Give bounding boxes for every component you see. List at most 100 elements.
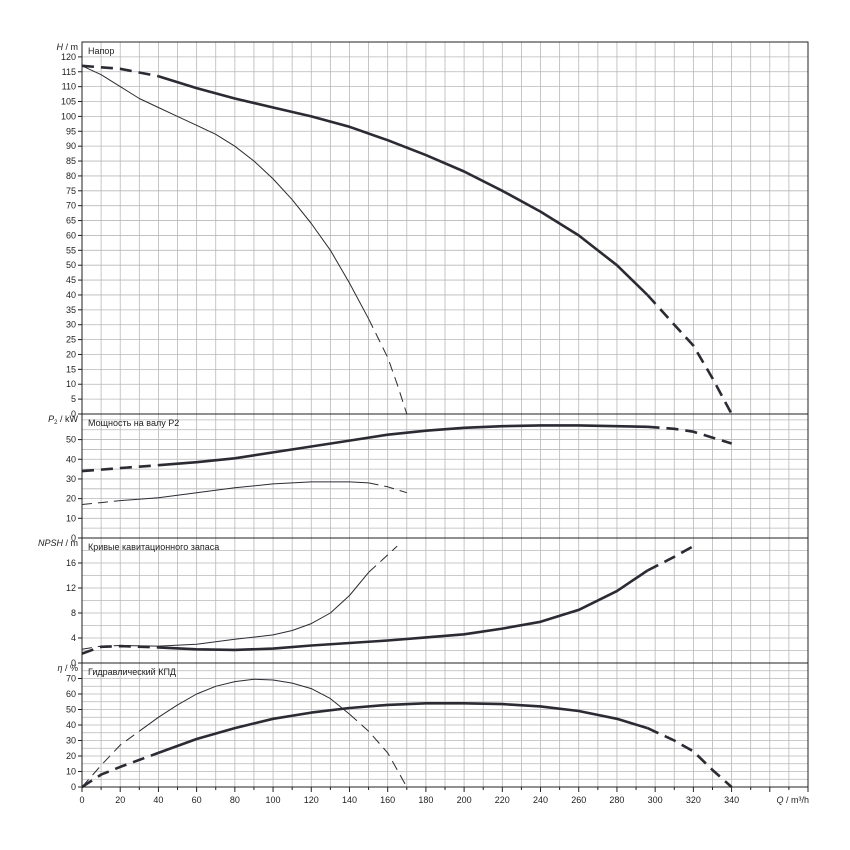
series-line-1: [81, 463, 159, 473]
x-tick-label: 220: [495, 795, 510, 805]
y-tick-label: 70: [66, 674, 76, 684]
y-axis-variable: P: [48, 414, 54, 424]
y-tick-label: 0: [71, 782, 76, 792]
x-tick-label: 300: [648, 795, 663, 805]
series-line-3: [646, 294, 733, 415]
y-axis-variable: η: [57, 663, 62, 673]
x-tick-label: 240: [533, 795, 548, 805]
y-tick-label: 12: [66, 583, 76, 593]
x-tick-label: 180: [418, 795, 433, 805]
x-tick-label: 120: [304, 795, 319, 805]
y-tick-label: 5: [71, 394, 76, 404]
series-line-2: [158, 424, 648, 467]
x-tick-label: 280: [609, 795, 624, 805]
series-line-5: [120, 572, 369, 647]
y-tick-label: 10: [66, 379, 76, 389]
y-tick-label: 40: [66, 720, 76, 730]
y-tick-label: 115: [62, 67, 76, 77]
y-tick-label: 50: [66, 260, 76, 270]
x-tick-label: 80: [230, 795, 240, 805]
panel-title: Мощность на валу P2: [88, 418, 179, 428]
series-line-1: [81, 751, 159, 789]
series-line-5: [139, 678, 350, 732]
y-tick-label: 20: [66, 349, 76, 359]
series-line-1: [158, 74, 649, 296]
y-axis-variable: H: [57, 42, 64, 52]
y-tick-label: 120: [61, 52, 76, 62]
series-line-4: [81, 65, 370, 320]
y-axis-variable: NPSH: [38, 538, 64, 548]
y-tick-label: 105: [61, 97, 76, 107]
y-tick-label: 25: [66, 335, 76, 345]
y-axis-unit: / m: [63, 538, 78, 548]
y-tick-label: 8: [71, 608, 76, 618]
y-axis-subscript: 2: [54, 420, 58, 426]
y-tick-label: 0: [71, 409, 76, 419]
y-tick-label: 40: [66, 290, 76, 300]
y-tick-label: 110: [62, 82, 76, 92]
panel-title: Гидравлический КПД: [88, 667, 176, 677]
y-tick-label: 75: [66, 186, 76, 196]
series-line-2: [157, 702, 648, 755]
y-axis-label: η / %: [57, 663, 78, 673]
series-line-5: [120, 481, 369, 502]
y-tick-label: 10: [66, 513, 76, 523]
y-axis-label: H / m: [57, 42, 79, 52]
x-tick-label: 320: [686, 795, 701, 805]
x-axis: 0 20 40 60 80 100 120 140 160 180 200 220 240 260 280 3…: [79, 787, 809, 805]
y-tick-label: 10: [66, 767, 76, 777]
x-tick-label: 0: [79, 795, 84, 805]
series-line-3: [646, 726, 733, 788]
y-tick-label: 15: [66, 364, 76, 374]
x-tick-label: 200: [457, 795, 472, 805]
y-tick-label: 90: [66, 141, 76, 151]
y-tick-label: 55: [66, 245, 76, 255]
y-tick-label: 65: [66, 216, 76, 226]
y-tick-label: 50: [66, 705, 76, 715]
series-line-6: [349, 713, 408, 788]
panel-title: Кривые кавитационного запаса: [88, 542, 219, 552]
x-tick-label: 140: [342, 795, 357, 805]
series-line-4: [81, 645, 121, 650]
series-line-5: [368, 318, 408, 415]
y-tick-label: 50: [66, 435, 76, 445]
x-tick-label: 20: [115, 795, 125, 805]
x-axis-label: Q / m³/h: [776, 795, 809, 805]
x-axis-variable: Q: [776, 795, 783, 805]
y-tick-label: 20: [66, 751, 76, 761]
x-tick-label: 100: [266, 795, 281, 805]
series-line-2: [158, 569, 649, 652]
y-tick-label: 35: [66, 305, 76, 315]
x-tick-label: 340: [724, 795, 739, 805]
y-tick-label: 0: [71, 533, 76, 543]
x-tick-label: 40: [153, 795, 163, 805]
y-tick-label: 0: [71, 658, 76, 668]
y-tick-label: 60: [66, 230, 76, 240]
series-line-4: [81, 730, 140, 788]
y-tick-label: 40: [66, 454, 76, 464]
y-tick-label: 85: [66, 156, 76, 166]
y-tick-label: 60: [66, 689, 76, 699]
x-tick-label: 160: [380, 795, 395, 805]
y-tick-label: 4: [71, 633, 76, 643]
series-line-2: [81, 64, 159, 78]
y-tick-label: 20: [66, 494, 76, 504]
x-tick-label: 260: [571, 795, 586, 805]
x-tick-label: 60: [192, 795, 202, 805]
y-axis-unit: / kW: [58, 414, 79, 424]
y-tick-label: 16: [66, 558, 76, 568]
series-line-1: [81, 644, 159, 655]
y-tick-label: 30: [66, 736, 76, 746]
x-axis-unit: / m³/h: [783, 795, 809, 805]
y-axis-label: NPSH / m: [38, 538, 78, 548]
series-line-6: [368, 482, 407, 494]
series-line-3: [646, 544, 695, 572]
y-tick-label: 70: [66, 201, 76, 211]
panel-title: Напор: [88, 46, 114, 56]
series-line-4: [81, 500, 121, 505]
panel-1: 0 5 10 15 20 25 30 35 40 45 50 55 60 65 70 75 80 85 90 95 10…: [57, 41, 809, 419]
series-line-3: [647, 425, 732, 445]
